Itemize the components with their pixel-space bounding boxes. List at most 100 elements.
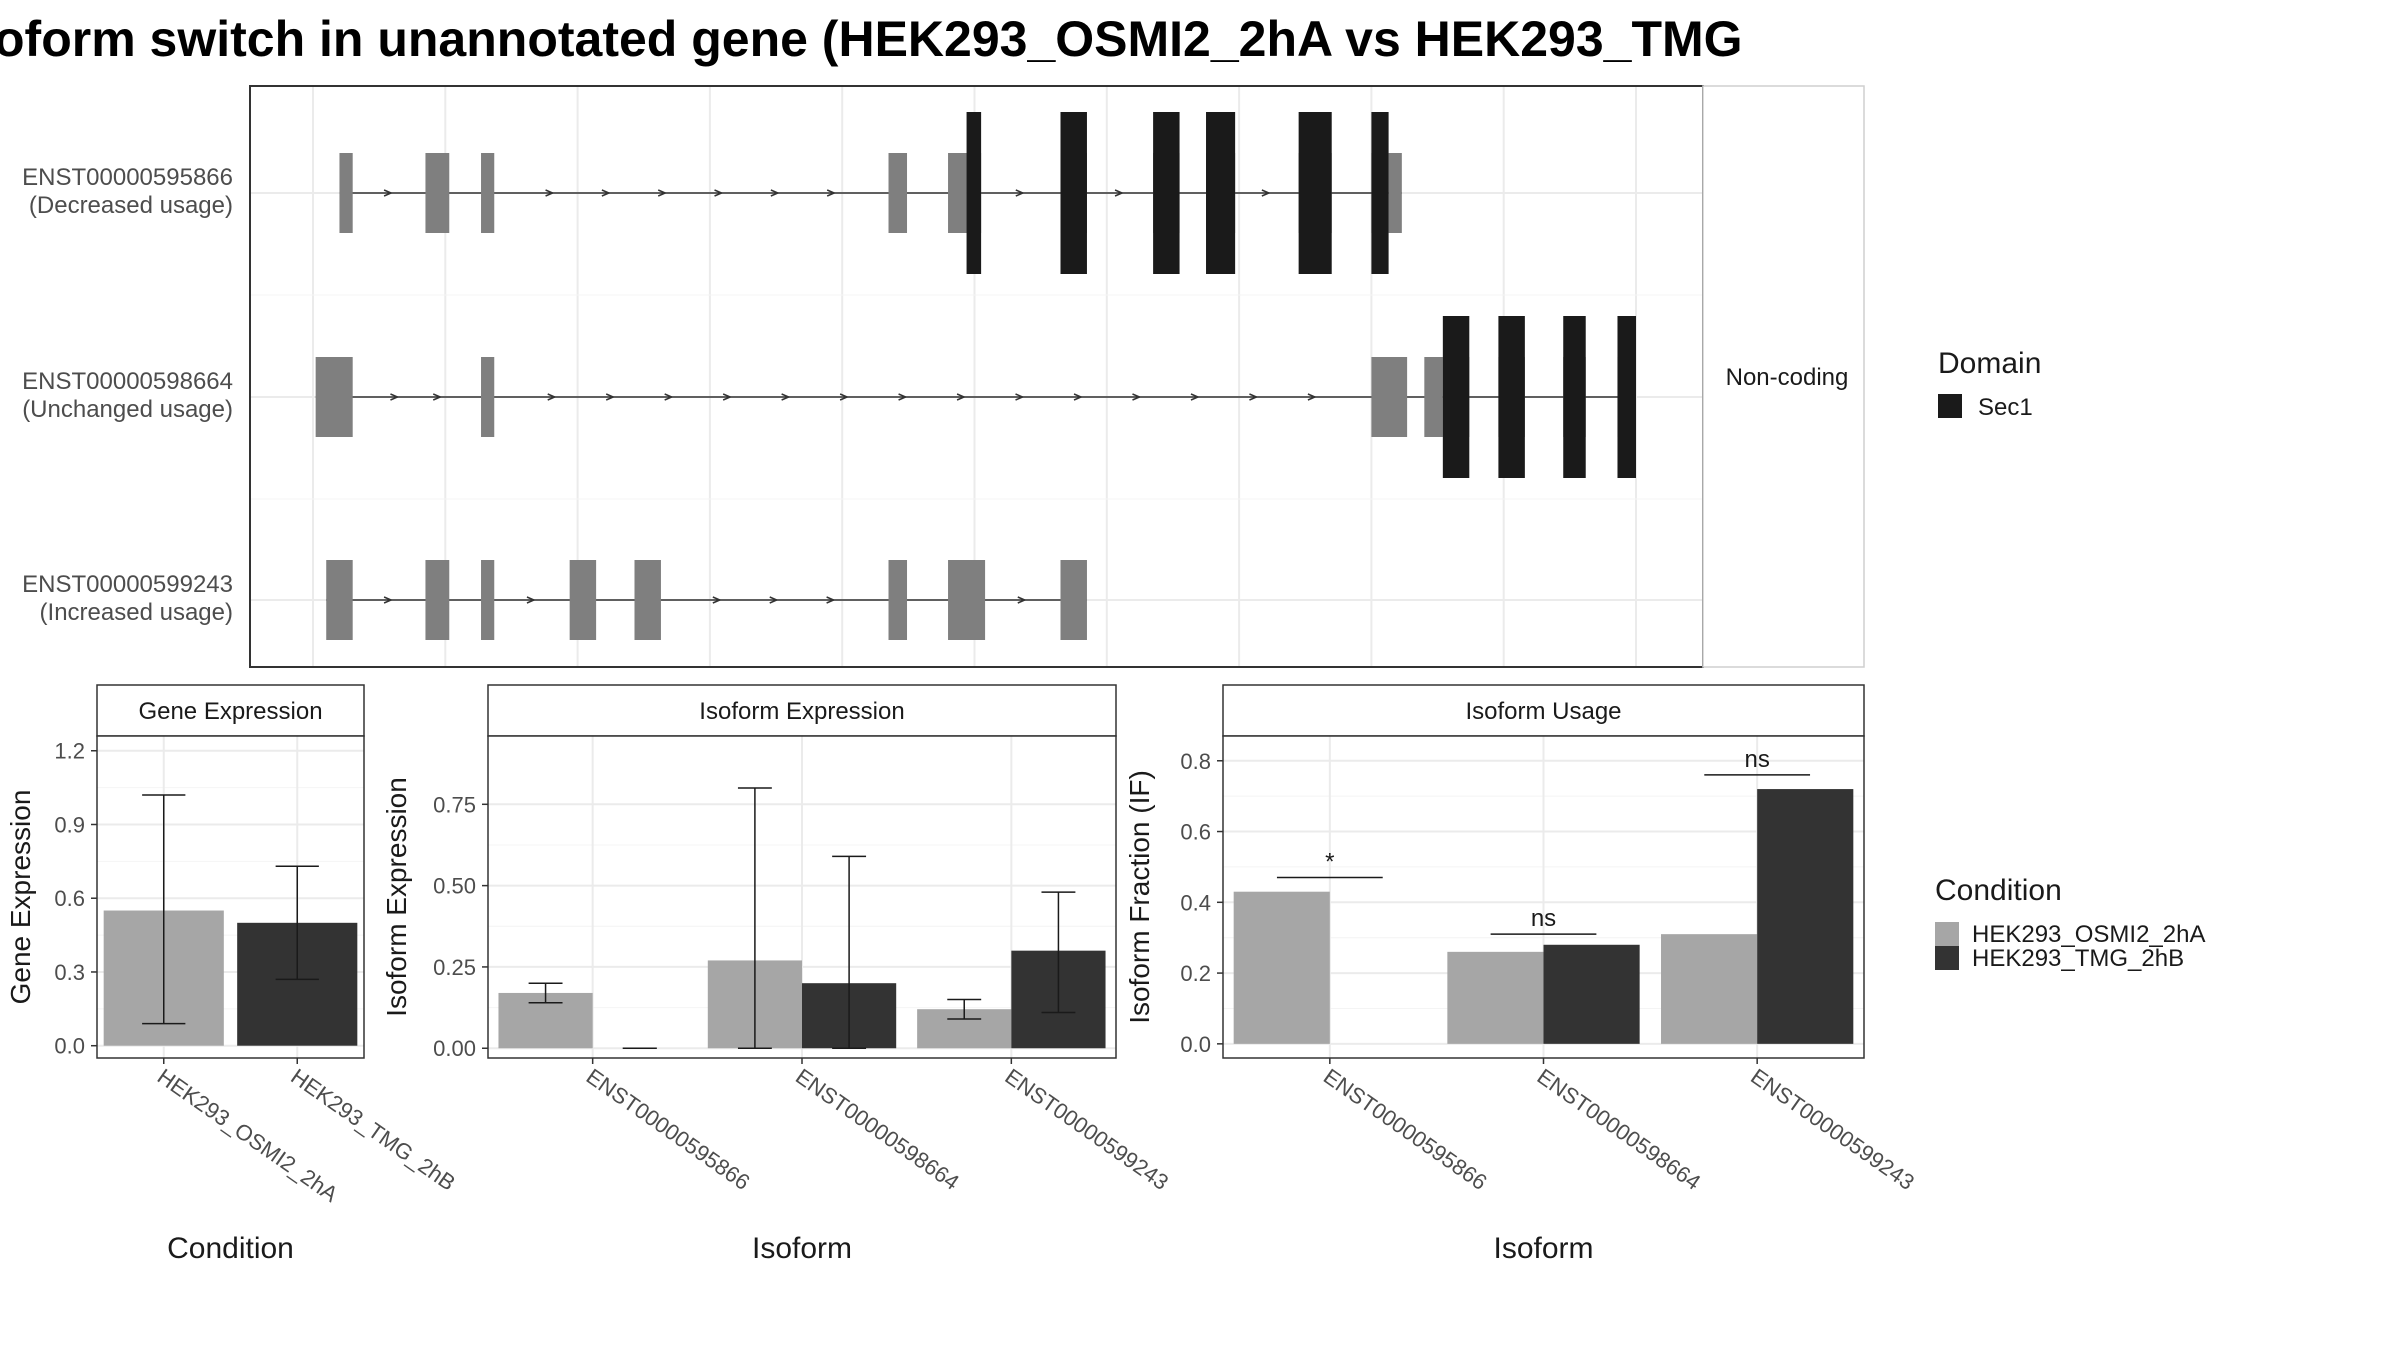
plot-border [96,735,365,1059]
y-tick-label: 0.0 [1180,1032,1211,1057]
direction-arrow [722,393,733,401]
direction-arrow [781,393,791,401]
domain-exon [1442,316,1470,478]
gene-structure-panel: ENST00000595866(Decreased usage) ENST0000… [22,85,1865,668]
y-tick-label: 0.0 [54,1034,85,1059]
y-tick-label: 1.2 [54,739,85,764]
x-axis-label: Condition [167,1232,294,1265]
exon [1388,153,1402,233]
y-axis-label: Gene Expression [5,790,36,1005]
plot-border [1222,735,1865,1059]
direction-arrow [839,393,850,401]
y-tick-label: 0.4 [1180,890,1211,915]
direction-arrow [1114,189,1124,197]
facet-label: Isoform Usage [1465,698,1621,725]
facet-strip [1222,684,1865,737]
x-tick-label: ENST00000599243 [1000,1064,1173,1195]
direction-arrow [1249,393,1259,401]
transcript-ENST00000599243 [326,560,1087,640]
exon [315,357,353,437]
condition-legend-key-b [1935,946,1959,970]
facet-label: Non-coding [1726,364,1849,391]
domain-exon [1206,112,1236,274]
direction-arrow [1015,393,1025,401]
y-tick-label: 0.8 [1180,749,1211,774]
significance-label: ns [1744,746,1769,773]
exon [481,560,495,640]
exon [425,153,450,233]
condition-legend: Condition HEK293_OSMI2_2hA HEK293_TMG_2h… [1935,874,2205,972]
exon [326,560,353,640]
y-tick-label: 0.25 [433,955,476,980]
direction-arrow [657,189,668,197]
direction-arrow [1073,393,1083,401]
direction-arrow [605,393,616,401]
bar [1543,944,1640,1044]
structure-facet-strip [1702,85,1865,668]
direction-arrow [770,189,780,197]
figure-title: oform switch in unannotated gene (HEK293… [0,11,1743,67]
isoform-expression-panel: Isoform Expression 0.00 0.25 0.50 0.75 ENST00… [381,684,1173,1265]
direction-arrow [826,596,836,604]
y-axis-label: Isoform Expression [381,777,412,1017]
y-tick-label: 0.6 [1180,820,1211,845]
y-tick-label: 0.2 [1180,961,1211,986]
y-axis-label: Isoform Fraction (IF) [1124,770,1155,1024]
x-tick-label: ENST00000599243 [1746,1064,1919,1195]
direction-arrow [1261,189,1271,197]
direction-arrow [712,596,722,604]
y-tick-label: 0.9 [54,812,85,837]
domain-exon [1153,112,1180,274]
direction-arrow [714,189,724,197]
transcript-usage-label: (Increased usage) [40,599,233,626]
exon [569,560,597,640]
domain-exon [1498,316,1525,478]
x-tick-label: ENST00000595866 [582,1064,755,1195]
y-tick-label: 0.6 [54,886,85,911]
transcript-usage-label: (Decreased usage) [29,192,233,219]
exon [425,560,450,640]
direction-arrow [898,393,908,401]
isoform-usage-panel: Isoform Usage 0.0 0.2 0.4 0.6 0.8 * ENST0000059… [1124,684,1919,1265]
y-tick-label: 0.3 [54,960,85,985]
direction-arrow [1307,393,1317,401]
exon [481,153,495,233]
domain-exon [1060,112,1087,274]
direction-arrow [1190,393,1200,401]
exon [948,153,967,233]
transcript-label: ENST00000599243 [22,571,233,598]
domain-legend-label: Sec1 [1978,394,2033,421]
bar [1757,789,1854,1044]
domain-exon [966,112,982,274]
exon [339,153,353,233]
direction-arrow [769,596,779,604]
y-tick-label: 0.75 [433,792,476,817]
condition-legend-label-a: HEK293_OSMI2_2hA [1972,921,2205,948]
condition-legend-title: Condition [1935,874,2062,907]
transcript-ENST00000595866 [339,112,1402,274]
exon [888,560,908,640]
transcript-label: ENST00000595866 [22,164,233,191]
domain-legend: Domain Sec1 [1938,347,2041,421]
exon [481,357,495,437]
x-tick-label: ENST00000595866 [1319,1064,1492,1195]
direction-arrow [664,393,674,401]
y-tick-label: 0.50 [433,874,476,899]
exon [634,560,661,640]
domain-exon [1371,112,1389,274]
direction-arrow [526,596,536,604]
facet-strip [487,684,1117,737]
direction-arrow [545,189,555,197]
domain-exon [1563,316,1586,478]
exon [948,560,986,640]
significance-label: ns [1531,905,1556,932]
condition-legend-key-a [1935,922,1959,946]
domain-legend-title: Domain [1938,347,2041,380]
facet-label: Gene Expression [138,698,322,725]
direction-arrow [956,393,966,401]
domain-exon [1617,316,1636,478]
domain-legend-key [1938,394,1962,418]
direction-arrow [1132,393,1142,401]
exon [888,153,908,233]
